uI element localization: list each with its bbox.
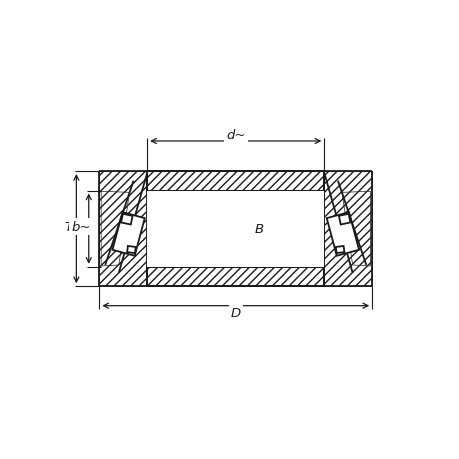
Polygon shape bbox=[127, 246, 135, 253]
Polygon shape bbox=[335, 246, 344, 253]
Polygon shape bbox=[341, 192, 369, 266]
Text: D: D bbox=[230, 306, 241, 319]
Polygon shape bbox=[147, 191, 324, 267]
Polygon shape bbox=[121, 214, 132, 225]
Text: d~: d~ bbox=[225, 129, 245, 142]
Polygon shape bbox=[112, 213, 145, 256]
Text: T: T bbox=[64, 221, 73, 234]
Text: b~: b~ bbox=[71, 221, 90, 234]
Polygon shape bbox=[147, 172, 324, 191]
Polygon shape bbox=[147, 267, 324, 286]
Polygon shape bbox=[324, 172, 371, 286]
Polygon shape bbox=[101, 192, 129, 266]
Polygon shape bbox=[147, 172, 324, 191]
Polygon shape bbox=[99, 172, 371, 286]
Polygon shape bbox=[99, 172, 147, 286]
Text: B: B bbox=[254, 223, 263, 235]
Polygon shape bbox=[326, 213, 358, 256]
Polygon shape bbox=[338, 214, 350, 225]
Polygon shape bbox=[147, 267, 324, 286]
